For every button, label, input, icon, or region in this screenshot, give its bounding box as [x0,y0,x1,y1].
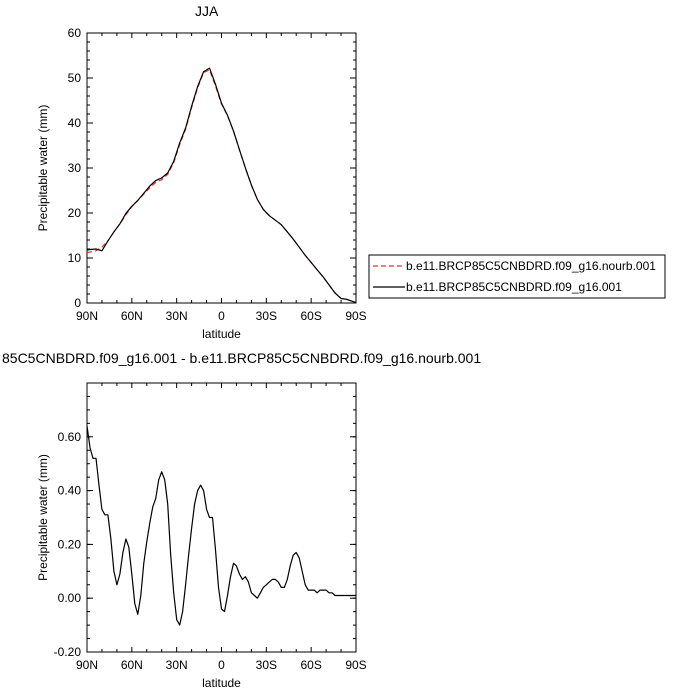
x-tick-label: 60S [300,658,321,672]
x-tick-label: 90S [345,309,366,323]
x-tick-label: 60N [121,309,143,323]
y-tick-label: 30 [68,161,82,175]
y-tick-label: 0 [74,296,81,310]
x-axis-label: latitude [202,676,241,690]
x-tick-label: 90S [345,658,366,672]
x-tick-label: 60S [300,309,321,323]
legend-label-1: b.e11.BRCP85C5CNBDRD.f09_g16.nourb.001 [406,259,656,273]
x-tick-label: 30N [166,309,188,323]
series-line-2 [86,67,357,304]
plot-frame [86,382,357,653]
bottom-chart-title: 85C5CNBDRD.f09_g16.001 - b.e11.BRCP85C5C… [2,350,482,366]
y-tick-label: 0.60 [58,430,82,444]
x-tick-label: 60N [121,658,143,672]
x-tick-label: 30N [166,658,188,672]
x-tick-label: 90N [76,658,98,672]
x-tick-label: 30S [256,658,277,672]
chart-1-group: 90N 60N 30N 0 30S 60S 90S 0 10 20 30 40 50 60 latitude… [36,26,367,341]
y-tick-label: 50 [68,71,82,85]
legend-label-2: b.e11.BRCP85C5CNBDRD.f09_g16.001 [406,280,622,294]
x-tick-label: 90N [76,309,98,323]
y-tick-label: 0.20 [58,537,82,551]
y-tick-label: 10 [68,251,82,265]
legend-box [368,254,666,299]
y-tick-label: 40 [68,116,82,130]
chart-2-group: 90N 60N 30N 0 30S 60S 90S -0.20 0.00 0.20 0.40 0.60… [36,382,367,690]
y-tick-label: -0.20 [54,645,82,659]
y-tick-label: 60 [68,26,82,40]
x-axis-label: latitude [202,327,241,341]
legend: b.e11.BRCP85C5CNBDRD.f09_g16.nourb.001 b.… [368,254,666,299]
y-axis-label: Precipitable water (mm) [36,105,50,232]
x-tick-label: 0 [218,658,225,672]
y-axis-label: Precipitable water (mm) [36,454,50,581]
x-tick-label: 30S [256,309,277,323]
y-tick-label: 20 [68,206,82,220]
x-tick-label: 0 [218,309,225,323]
plot-frame [86,32,357,304]
top-chart-title: JJA [195,3,219,19]
series-line-1 [86,425,356,626]
y-tick-label: 0.00 [58,591,82,605]
y-tick-label: 0.40 [58,484,82,498]
